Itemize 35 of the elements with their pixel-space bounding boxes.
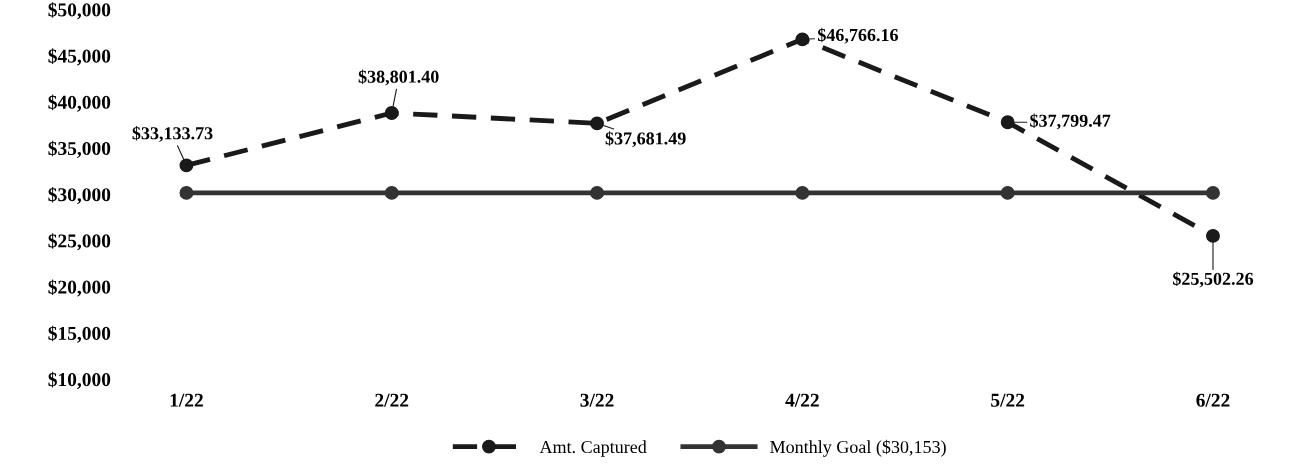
data-label: $37,681.49 [605, 131, 686, 148]
y-tick-label: $25,000 [48, 233, 111, 251]
x-tick-label: 3/22 [580, 393, 614, 407]
point [1000, 115, 1015, 130]
point [1206, 185, 1220, 200]
y-tick-label: $35,000 [48, 140, 111, 158]
x-tick-label: 2/22 [375, 393, 409, 407]
point [179, 158, 194, 173]
data-label: $38,801.40 [358, 69, 439, 86]
point [179, 185, 194, 200]
point [384, 185, 399, 200]
y-tick-label: $15,000 [48, 325, 111, 343]
y-tick-label: $20,000 [48, 279, 111, 297]
data-label: $37,799.47 [1030, 113, 1111, 130]
y-tick-label: $40,000 [48, 94, 111, 112]
point [1000, 185, 1015, 200]
point [795, 185, 810, 200]
point [590, 185, 604, 200]
data-label: $33,133.73 [132, 126, 213, 142]
point [590, 116, 604, 131]
point [384, 106, 399, 120]
x-tick-label: 6/22 [1196, 393, 1230, 407]
y-tick-label: $50,000 [48, 2, 111, 20]
point [795, 32, 810, 47]
x-tick-label: 1/22 [170, 393, 203, 407]
y-tick-label: $10,000 [48, 371, 111, 389]
data-label: $25,502.26 [1173, 271, 1254, 288]
point [1206, 228, 1220, 243]
legend-label: Monthly Goal ($30,153) [770, 439, 946, 457]
data-label: $46,766.16 [817, 27, 899, 44]
x-tick-label: 4/22 [785, 393, 819, 407]
legend-label: Amt. Captured [539, 440, 647, 457]
x-tick-label: 5/22 [991, 393, 1025, 407]
y-tick-label: $45,000 [48, 48, 111, 66]
y-tick-label: $30,000 [48, 187, 111, 205]
